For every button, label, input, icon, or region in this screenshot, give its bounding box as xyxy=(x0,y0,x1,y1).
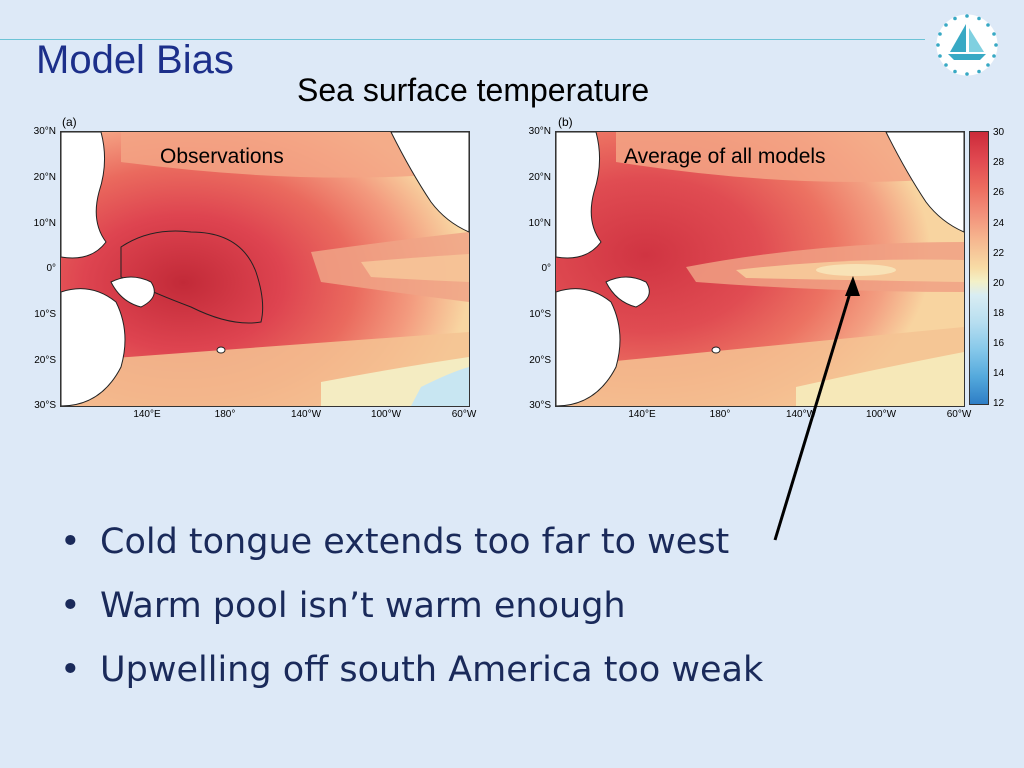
header-rule xyxy=(0,39,925,40)
y-tick: 10°S xyxy=(34,309,56,320)
slide-title: Model Bias xyxy=(36,38,234,82)
y-tick: 20°N xyxy=(33,172,56,183)
y-tick: 30°N xyxy=(33,126,56,137)
sst-map-observations xyxy=(60,131,470,407)
panel-label-a: (a) xyxy=(62,115,77,129)
bullet-item: Warm pool isn’t warm enough xyxy=(60,574,960,638)
colorbar-tick: 24 xyxy=(993,218,1005,229)
sailboat-logo-icon xyxy=(936,14,998,76)
y-tick: 30°S xyxy=(34,400,56,411)
colorbar-tick: 22 xyxy=(993,248,1005,259)
y-tick: 10°N xyxy=(33,218,56,229)
map-title-observations: Observations xyxy=(160,145,284,168)
y-tick: 0° xyxy=(541,263,551,274)
x-tick: 60°W xyxy=(451,409,477,420)
x-tick: 140°E xyxy=(133,409,161,420)
bullet-item: Cold tongue extends too far to west xyxy=(60,510,960,574)
bullet-item: Upwelling off south America too weak xyxy=(60,638,960,702)
map-title-models: Average of all models xyxy=(624,145,826,168)
y-tick: 20°S xyxy=(34,355,56,366)
y-tick: 20°S xyxy=(529,355,551,366)
y-tick: 30°N xyxy=(528,126,551,137)
x-tick: 180° xyxy=(709,409,731,420)
slide-subtitle: Sea surface temperature xyxy=(297,72,650,108)
colorbar-tick: 14 xyxy=(993,368,1005,379)
y-tick: 30°S xyxy=(529,400,551,411)
bullet-list: Cold tongue extends too far to west Warm… xyxy=(60,510,960,702)
colorbar-tick: 18 xyxy=(993,308,1005,319)
colorbar-tick: 20 xyxy=(993,278,1005,289)
y-tick: 0° xyxy=(46,263,56,274)
colorbar-tick: 30 xyxy=(993,127,1005,138)
y-tick: 10°N xyxy=(528,218,551,229)
colorbar-tick: 16 xyxy=(993,338,1005,349)
colorbar-tick: 26 xyxy=(993,187,1005,198)
x-tick: 100°W xyxy=(865,409,897,420)
colorbar-tick: 28 xyxy=(993,157,1005,168)
sst-colorbar xyxy=(969,131,989,405)
sst-map-models xyxy=(555,131,965,407)
x-tick: 60°W xyxy=(946,409,972,420)
y-tick: 10°S xyxy=(529,309,551,320)
x-tick: 100°W xyxy=(370,409,402,420)
x-tick: 140°E xyxy=(628,409,656,420)
x-tick: 140°W xyxy=(290,409,322,420)
colorbar-tick: 12 xyxy=(993,398,1005,409)
panel-label-b: (b) xyxy=(558,115,573,129)
x-tick: 180° xyxy=(214,409,236,420)
x-tick: 140°W xyxy=(785,409,817,420)
y-tick: 20°N xyxy=(528,172,551,183)
